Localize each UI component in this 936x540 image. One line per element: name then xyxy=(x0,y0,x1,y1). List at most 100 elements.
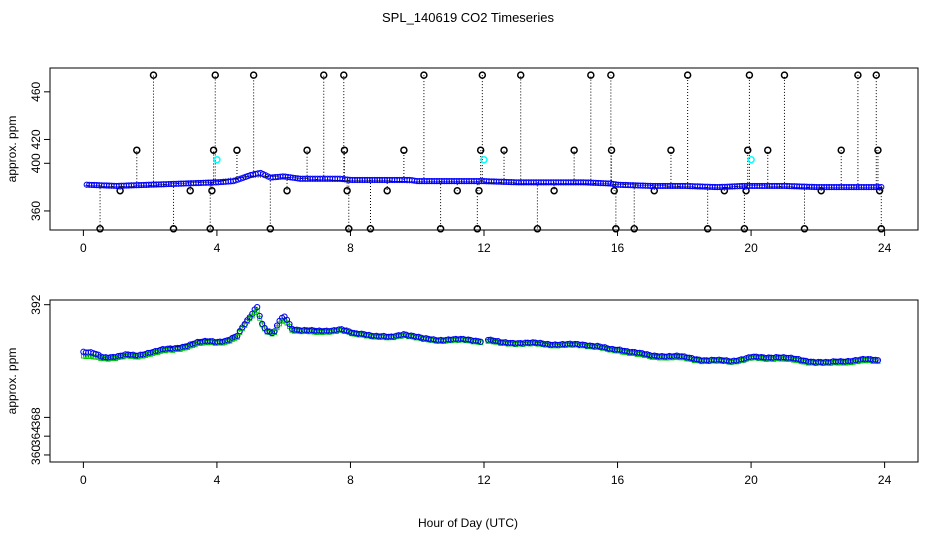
spike-point xyxy=(436,225,445,233)
spike-point xyxy=(340,146,349,154)
spike-point xyxy=(872,71,881,79)
spike-point xyxy=(345,225,353,233)
y-tick-label: 368 xyxy=(29,407,43,427)
y-tick-label: 460 xyxy=(29,81,43,101)
spike-point xyxy=(683,71,692,79)
spike-point xyxy=(740,225,749,233)
y-tick-label: 360 xyxy=(29,445,43,465)
spike-point xyxy=(476,146,485,154)
series-green-point xyxy=(254,308,260,314)
x-tick-label: 24 xyxy=(878,473,892,487)
spike-point xyxy=(283,186,291,195)
spike-point xyxy=(383,186,391,195)
x-tick-label: 20 xyxy=(744,473,758,487)
y-tick-label: 392 xyxy=(29,294,43,314)
x-tick-label: 20 xyxy=(744,241,758,255)
spike-point xyxy=(169,225,178,233)
spike-point xyxy=(149,71,158,79)
spike-point xyxy=(340,71,348,79)
y-tick-label: 364 xyxy=(29,426,43,446)
series-red-point: + xyxy=(326,177,330,184)
series-red-point: + xyxy=(328,177,332,184)
spike-point xyxy=(533,225,542,233)
series-blue-point xyxy=(477,338,484,345)
spike-point xyxy=(630,225,638,233)
x-tick-label: 8 xyxy=(347,241,354,255)
x-axis-label: Hour of Day (UTC) xyxy=(418,516,518,530)
series-blue-point xyxy=(286,320,293,328)
spike-point xyxy=(400,146,408,154)
x-tick-label: 12 xyxy=(477,241,491,255)
series-blue-point xyxy=(878,184,885,191)
spike-point xyxy=(780,71,789,79)
series-blue-point xyxy=(475,338,482,345)
x-tick-label: 8 xyxy=(347,473,354,487)
spike-point xyxy=(133,146,141,154)
spike-point xyxy=(453,186,462,195)
series-green-point xyxy=(85,354,91,359)
spike-point xyxy=(550,186,558,195)
x-tick-label: 4 xyxy=(214,473,221,487)
spike-point xyxy=(420,71,428,79)
spike-point xyxy=(96,225,104,233)
calibration-point xyxy=(213,155,221,164)
series-green-point xyxy=(279,318,285,324)
x-tick-label: 16 xyxy=(611,473,625,487)
bottom-plot-frame xyxy=(49,299,919,463)
bottom-panel: approx. ppm 0 4 8 12 16 20 24360364368392+++++… xyxy=(5,294,919,487)
spike-point xyxy=(233,146,241,154)
series-red-point: + xyxy=(393,178,397,185)
spike-point xyxy=(607,146,616,154)
x-tick-label: 16 xyxy=(611,241,625,255)
spike-point xyxy=(209,146,218,154)
spike-point xyxy=(500,146,508,154)
spike-point xyxy=(211,71,220,79)
series-blue-point xyxy=(874,357,882,364)
spike-point xyxy=(745,71,754,79)
series-blue-point xyxy=(234,332,241,339)
spike-point xyxy=(475,186,483,195)
spike-point xyxy=(877,225,886,233)
series-green-point xyxy=(277,321,282,327)
spike-point xyxy=(206,225,214,233)
spike-point xyxy=(516,71,525,79)
spike-point xyxy=(854,71,862,79)
y-tick-label: 360 xyxy=(29,201,43,221)
spike-point xyxy=(720,186,729,195)
spike-point xyxy=(612,225,620,233)
series-blue-point xyxy=(271,328,278,335)
series-red-point: + xyxy=(246,174,250,181)
spike-point xyxy=(874,146,882,154)
series-blue-point xyxy=(256,312,263,320)
spike-point xyxy=(587,71,595,79)
x-tick-label: 4 xyxy=(214,241,221,255)
series-red-point: + xyxy=(879,185,883,192)
spike-point xyxy=(570,146,578,154)
spike-point xyxy=(610,186,618,195)
spike-point xyxy=(607,71,615,79)
spike-point xyxy=(366,225,375,233)
series-red-point: + xyxy=(258,174,262,181)
spike-point xyxy=(343,186,351,195)
x-tick-label: 0 xyxy=(80,241,87,255)
y-tick-label: 420 xyxy=(29,129,43,149)
calibration-point xyxy=(480,155,488,164)
series-red-point: + xyxy=(395,178,399,185)
chart-title: SPL_140619 CO2 Timeseries xyxy=(382,10,554,25)
x-tick-label: 12 xyxy=(477,473,491,487)
spike-point xyxy=(266,225,275,233)
bottom-y-axis-label: approx. ppm xyxy=(5,348,19,415)
spike-point xyxy=(186,186,194,195)
spike-point xyxy=(303,146,311,154)
series-red-point: + xyxy=(330,177,334,184)
spike-point xyxy=(764,146,772,154)
spike-point xyxy=(478,71,487,79)
series-red-point: + xyxy=(256,173,260,180)
spike-point xyxy=(800,225,809,233)
series-red-point: + xyxy=(249,173,253,180)
spike-point xyxy=(743,146,752,154)
top-panel: approx. ppm 0 4 8 12 16 20 24 360 400 420 460 + + + + +… xyxy=(5,67,919,255)
spike-point xyxy=(320,71,328,79)
calibration-point xyxy=(747,155,755,164)
